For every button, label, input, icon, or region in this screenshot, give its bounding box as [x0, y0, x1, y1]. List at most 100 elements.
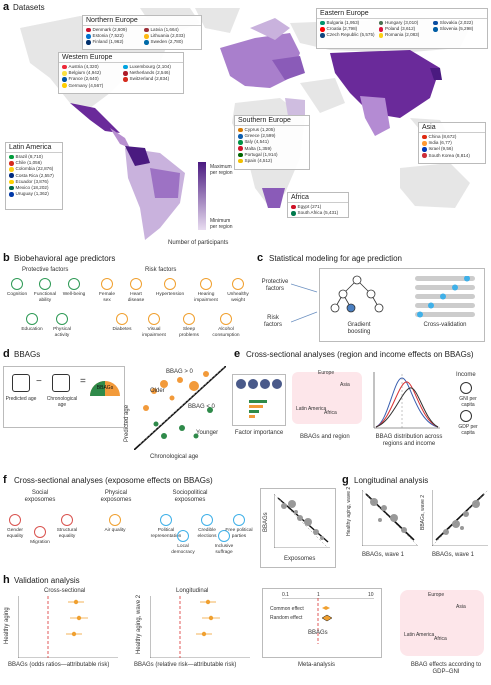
bbag-negative-label: BBAG < 0 [188, 404, 215, 410]
exposome-structural-equality: Structural equality [54, 514, 80, 539]
equals-sign: = [80, 376, 86, 387]
bbag-scatter [134, 366, 226, 450]
common-effect-label: Common effect [270, 606, 304, 612]
exposome-credible-elections: Credible elections [194, 514, 220, 539]
g-x-label-2: BBAGs, wave 1 [432, 552, 475, 558]
country-item: Brazil (8,710) [9, 154, 59, 160]
colorbar-max-label: Maximum per region [210, 164, 233, 176]
factor-diabetes: Diabetes [110, 313, 134, 333]
country-item: Spain (4,512) [238, 158, 306, 164]
factor-unhealthy-weight: Unhealthy weight [224, 278, 252, 303]
country-item: Germany (4,567) [62, 83, 119, 89]
bbag-formula-box [3, 366, 125, 428]
factor-functional-ability: Functional ability [33, 278, 57, 303]
factor-heart-disease: Heart disease [124, 278, 148, 303]
region-latin-america: Latin America Brazil (8,710) Chile (1,05… [5, 142, 63, 210]
country-item: Latvia (1,664) [144, 27, 198, 33]
chronological-age-icon [52, 374, 70, 392]
country-item: Netherlands (2,546) [123, 70, 180, 76]
region-title: Western Europe [59, 53, 183, 63]
country-item: Slovenia (5,298) [433, 26, 484, 32]
older-label: Older [150, 388, 165, 394]
gdp-gni-label: BBAG effects according to GDP–GNI [410, 662, 482, 675]
panel-c: c Statistical modeling for age predictio… [255, 252, 491, 344]
region-title: Eastern Europe [317, 9, 487, 19]
longitudinal-scatter-2 [432, 490, 488, 546]
exposome-gender-equality: Gender equality [3, 514, 27, 539]
country-item: Denmark (2,609) [86, 27, 140, 33]
country-item: Poland (3,612) [378, 26, 430, 32]
country-item: Czech Republic (5,575) [320, 32, 375, 38]
meta-tick-10: 10 [368, 592, 374, 598]
country-item: Bulgaria (1,953) [320, 20, 375, 26]
gni-label: GNI per capita [459, 396, 477, 408]
gdp-gni-map [400, 590, 484, 656]
factor-physical-activity: Physical activity [50, 313, 74, 338]
meta-bbags-label: BBAGs [308, 630, 328, 636]
region-southern-europe: Southern Europe Cyprus (1,205) Greece (2… [234, 115, 310, 170]
panel-e: e Cross-sectional analyses (region and i… [232, 348, 491, 470]
model-arrows [291, 283, 318, 323]
random-effect-label: Random effect [270, 615, 303, 621]
country-item: India (6,77) [422, 140, 482, 146]
bbags-region-map [292, 372, 362, 424]
panel-letter-d: d [3, 348, 10, 360]
factor-visual-impairment: Visual impairment [140, 313, 168, 338]
factor-sleep-problems: Sleep problems [175, 313, 203, 338]
country-item: Egypt (271) [291, 204, 345, 210]
country-item: South Korea (8,814) [422, 153, 482, 159]
bbag-distribution-chart [373, 372, 440, 429]
factor-cognition: Cognition [5, 278, 29, 298]
minus-sign: − [36, 376, 42, 387]
gdp-map-label-africa: Africa [434, 636, 447, 642]
longitudinal-scatter-1 [362, 490, 418, 546]
exposome-air-quality: Air quality [100, 514, 130, 534]
factor-importance-label: Factor importance [234, 430, 284, 436]
country-item: Switzerland (2,834) [123, 76, 180, 82]
bbags-gauge-label: BBAGs [96, 385, 114, 391]
predicted-age-icon [12, 374, 30, 392]
income-label: Income [456, 372, 476, 378]
meta-analysis-forest [282, 598, 374, 644]
longitudinal-title: Longitudinal [176, 588, 209, 594]
risk-factors-label: Risk factors [263, 315, 282, 328]
panel-title-h: Validation analysis [14, 576, 80, 585]
cross-validation-label: Cross-validation [423, 322, 467, 328]
gdp-label: GDP per capita [458, 424, 478, 436]
gradient-boosting-label: Gradient boosting [347, 322, 371, 335]
physical-exposomes-label: Physical exposomes [100, 490, 132, 503]
factor-education: Education [20, 313, 44, 333]
gdp-map-label-latin-america: Latin America [404, 632, 435, 638]
country-item: Mexico (18,202) [9, 185, 59, 191]
country-item: Lithuania (2,033) [144, 33, 198, 39]
country-item: Hungary (3,010) [378, 20, 430, 26]
map-label-latin-america: Latin America [296, 406, 327, 412]
colorbar-min-label: Minimum per region [210, 218, 233, 230]
h-y-label-1: Healthy aging [4, 607, 10, 644]
panel-title-g: Longitudinal analysis [354, 476, 429, 485]
region-northern-europe: Northern Europe Denmark (2,609) Latvia (… [82, 15, 202, 50]
meta-analysis-label: Meta-analysis [298, 662, 336, 668]
exposome-migration: Migration [28, 526, 52, 546]
h-y-label-2: Healthy aging, wave 2 [136, 594, 142, 654]
meta-tick-1: 1 [317, 592, 320, 598]
chronological-age-label: Chronological age [46, 396, 78, 408]
longitudinal-forest [150, 596, 250, 658]
country-item: Croatia (2,798) [320, 26, 375, 32]
region-western-europe: Western Europe Austria (4,320) Luxembour… [58, 52, 184, 94]
country-item: Malta (1,359) [238, 146, 306, 152]
panel-title-a: Datasets [13, 3, 45, 12]
exposome-y-label: BBAGs [263, 512, 269, 532]
factor-importance-chart [236, 379, 282, 418]
country-item: Uruguay (1,362) [9, 191, 59, 197]
panel-f: f Cross-sectional analyses (exposome eff… [0, 474, 340, 570]
younger-label: Younger [196, 430, 219, 436]
bbag-distribution-label: BBAG distribution across regions and inc… [375, 434, 443, 447]
colorbar [198, 162, 206, 230]
panel-title-d: BBAGs [14, 350, 41, 359]
country-item: Ecuador (3,876) [9, 179, 59, 185]
panel-title-b: Biobehavioral age predictors [14, 254, 116, 263]
panel-letter-h: h [3, 574, 10, 586]
cross-sectional-title: Cross-sectional [44, 588, 86, 594]
h-x-label-2: BBAGs (relative risk—attributable risk) [134, 662, 237, 668]
